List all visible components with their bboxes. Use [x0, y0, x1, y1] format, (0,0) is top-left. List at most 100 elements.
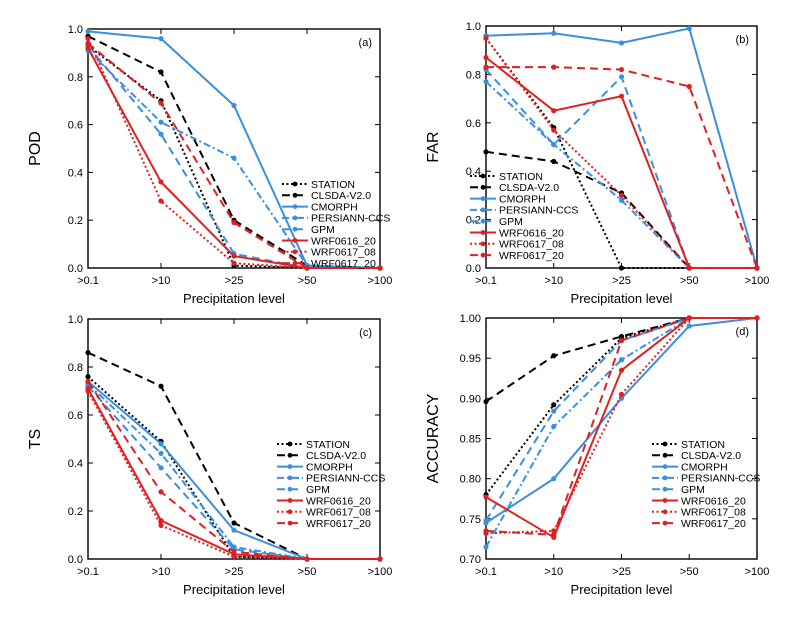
legend-entry: WRF0616_20	[306, 495, 371, 507]
plot-frame	[87, 28, 381, 269]
data-point	[483, 494, 489, 500]
y-tick-label: 0.2	[68, 506, 83, 518]
legend-entry: CMORPH	[681, 461, 728, 473]
data-point	[158, 441, 164, 447]
y-tick-label: 0.8	[466, 69, 481, 81]
data-point	[686, 323, 692, 329]
data-point	[551, 402, 557, 408]
x-tick-label: >50	[298, 566, 317, 578]
data-point	[231, 520, 237, 526]
chart-panel-a: 0.0 0.2 0.4 0.6 0.8 1.0 >0.1 >10 >25 >50 >100 Preci…	[27, 24, 392, 306]
legend-marker	[480, 196, 486, 202]
data-point	[158, 100, 164, 106]
data-point	[158, 131, 164, 137]
x-tick-label: >100	[368, 566, 393, 578]
legend-marker	[292, 260, 298, 266]
x-axis-label: Precipitation level	[571, 291, 673, 306]
y-tick-label: 0.8	[68, 72, 83, 84]
y-tick-label: 0.6	[68, 410, 83, 422]
series-line	[87, 35, 381, 269]
legend-entry: PERSIANN-CCS	[311, 213, 390, 225]
x-axis-label: Precipitation level	[571, 582, 673, 597]
y-tick-label: 0.6	[68, 120, 83, 132]
legend-marker	[662, 452, 668, 458]
series-line	[87, 390, 380, 560]
x-tick-label: >100	[368, 275, 393, 287]
legend-entry: CLSDA-V2.0	[499, 182, 559, 194]
data-point	[231, 102, 237, 109]
data-point	[377, 556, 383, 562]
data-point	[85, 350, 91, 356]
data-point	[618, 93, 625, 99]
legend-marker	[662, 520, 668, 526]
y-tick-label: 0.90	[460, 393, 481, 405]
y-tick-label: 0.75	[460, 514, 481, 526]
data-point	[551, 353, 557, 359]
legend-marker	[480, 173, 486, 179]
legend-entry: WRF0617_20	[681, 518, 746, 530]
series-wrf0617-20	[85, 378, 383, 562]
data-point	[158, 119, 164, 125]
legend-marker	[480, 241, 486, 247]
series-line	[485, 317, 758, 524]
data-point	[618, 337, 625, 344]
x-tick-label: >10	[152, 566, 171, 578]
legend: STATIONCLSDA-V2.0CMORPHPERSIANN-CCSGPMWR…	[277, 439, 385, 530]
y-tick-label: 0.0	[68, 554, 83, 566]
legend-marker	[287, 509, 293, 515]
series-line	[485, 317, 757, 535]
data-point	[158, 450, 164, 456]
x-tick-label: >25	[225, 566, 244, 578]
legend-marker	[287, 520, 293, 526]
y-tick-label: 0.0	[466, 263, 481, 275]
legend-marker	[662, 498, 668, 503]
data-point	[85, 388, 91, 394]
legend-entry: WRF0616_20	[499, 227, 564, 239]
y-tick-label: 0.70	[460, 554, 481, 566]
legend-entry: GPM	[681, 484, 705, 496]
y-axis-label: FAR	[425, 131, 442, 162]
chart-panel-d: 0.70 0.75 0.80 0.85 0.90 0.95 1.00 >0.1 >10 >25 >5…	[425, 313, 769, 597]
data-point	[618, 197, 625, 203]
legend-entry: GPM	[499, 216, 523, 228]
legend-entry: GPM	[311, 224, 335, 236]
legend-entry: CMORPH	[499, 193, 546, 205]
legend-entry: STATION	[311, 179, 355, 191]
x-tick-label: >0.1	[475, 566, 497, 578]
data-point	[483, 79, 489, 85]
data-point	[483, 517, 489, 524]
legend-entry: WRF0616_20	[311, 235, 376, 247]
legend-entry: WRF0617_08	[499, 239, 564, 251]
chart-panel-b: 0.00.20.40.60.81.0>0.1>10>25>50>100Preci…	[425, 21, 769, 306]
data-point	[686, 25, 692, 32]
data-point	[85, 374, 91, 380]
data-point	[483, 64, 489, 70]
x-tick-label: >100	[745, 566, 770, 578]
y-tick-label: 0.80	[460, 474, 481, 486]
y-tick-label: 0.0	[68, 263, 83, 275]
y-tick-label: 0.2	[68, 215, 83, 227]
data-point	[551, 532, 557, 538]
legend-marker	[480, 252, 486, 258]
panel-label: (d)	[736, 326, 749, 338]
legend-marker	[292, 215, 298, 221]
data-point	[231, 155, 237, 161]
data-point	[85, 45, 91, 51]
data-point	[158, 179, 164, 185]
data-point	[686, 83, 692, 90]
legend-marker	[662, 475, 668, 481]
data-point	[231, 219, 237, 226]
data-point	[618, 367, 625, 373]
data-point	[231, 527, 237, 533]
legend-entry: PERSIANN-CCS	[681, 473, 760, 485]
data-point	[551, 64, 557, 70]
data-point	[483, 149, 489, 155]
legend-entry: PERSIANN-CCS	[306, 473, 385, 485]
legend-marker	[662, 486, 668, 492]
legend-entry: PERSIANN-CCS	[499, 205, 578, 217]
data-point	[85, 35, 91, 42]
y-tick-label: 0.4	[466, 166, 481, 178]
x-tick-label: >100	[745, 275, 770, 287]
legend-entry: WRF0617_08	[306, 507, 371, 519]
series-gpm	[483, 315, 760, 524]
